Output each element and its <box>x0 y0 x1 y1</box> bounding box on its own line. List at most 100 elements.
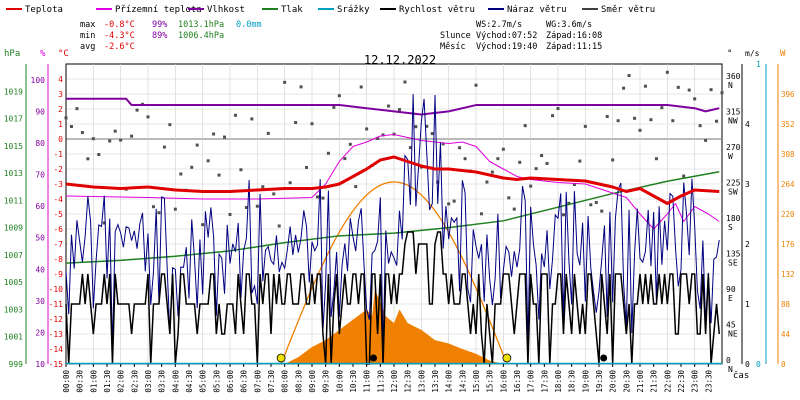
wind-direction-point <box>403 80 407 84</box>
moonset-marker <box>370 354 377 362</box>
tick-label-pressure: 1007 <box>4 251 23 260</box>
tick-label-solar: 132 <box>781 270 795 279</box>
unit-degc: °C <box>58 49 69 59</box>
tick-label-temperature: -12 <box>49 315 64 324</box>
tick-label-wind-dir-compass: N <box>728 365 733 374</box>
wind-direction-point <box>572 183 576 187</box>
tick-label-temperature: -4 <box>53 195 63 204</box>
wind-direction-point <box>654 157 658 161</box>
wind-direction-point <box>611 158 615 162</box>
tick-label-precip: 1 <box>756 60 761 69</box>
wind-direction-point <box>425 124 429 128</box>
wind-direction-point <box>119 138 123 142</box>
tick-label-pressure: 1001 <box>4 333 23 342</box>
x-tick-label: 03:30 <box>158 370 167 393</box>
x-tick-label: 15:00 <box>472 370 481 393</box>
tick-label-pressure: 1013 <box>4 169 23 178</box>
wind-direction-point <box>108 139 112 143</box>
x-tick-label: 15:30 <box>486 370 495 393</box>
tick-label-temperature: -1 <box>53 150 63 159</box>
wind-direction-point <box>376 136 380 140</box>
x-tick-label: 05:00 <box>199 370 208 393</box>
grid <box>65 63 723 365</box>
x-tick-label: 12:00 <box>390 370 399 393</box>
wind-direction-point <box>583 124 587 128</box>
wind-direction-point <box>540 154 544 158</box>
wind-direction-point <box>223 135 227 139</box>
tick-label-solar: 396 <box>781 90 795 99</box>
legend-label-naraz-vetru: Náraz větru <box>507 5 567 15</box>
tick-label-wind-dir: 315 <box>726 107 741 116</box>
wind-direction-point <box>162 145 166 149</box>
x-tick-label: 01:00 <box>89 370 98 393</box>
stats-max-hum: 99% <box>152 20 167 30</box>
tick-label-wind-dir-compass: S <box>728 223 733 232</box>
unit-deg: ° <box>727 49 732 59</box>
tick-label-temperature: -13 <box>49 330 64 339</box>
wind-direction-point <box>283 80 287 84</box>
wind-direction-point <box>534 167 538 171</box>
tick-label-solar: 176 <box>781 240 795 249</box>
tick-label-temperature: 2 <box>58 105 63 114</box>
x-tick-label: 11:30 <box>376 370 385 393</box>
stats-min-temp: -4.3°C <box>104 31 135 41</box>
wind-direction-point <box>272 192 276 196</box>
wind-direction-point <box>452 199 456 203</box>
tick-label-humidity: 80 <box>35 139 45 148</box>
tick-label-pressure: 999 <box>9 360 24 369</box>
x-tick-label: 07:30 <box>267 370 276 393</box>
tick-label-humidity: 10 <box>35 360 45 369</box>
tick-label-temperature: -10 <box>49 285 64 294</box>
wind-direction-point <box>682 174 686 178</box>
tick-label-temperature: -3 <box>53 180 63 189</box>
wind-ws: WS:2.7m/s <box>476 20 522 30</box>
tick-label-temperature: -11 <box>49 300 64 309</box>
wind-direction-point <box>408 146 412 150</box>
wind-direction-point <box>430 132 434 136</box>
wind-direction-point <box>80 131 84 135</box>
ground-temperature-line <box>65 134 720 230</box>
wind-direction-point <box>151 205 155 209</box>
tick-label-wind-dir-compass: SW <box>728 187 738 196</box>
tick-label-humidity: 60 <box>35 202 45 211</box>
wind-direction-point <box>649 118 653 122</box>
x-tick-label: 23:30 <box>704 370 713 393</box>
wind-direction-point <box>233 113 237 117</box>
wind-direction-point <box>551 114 555 118</box>
wind-direction-point <box>354 185 358 189</box>
x-tick-label: 06:30 <box>240 370 249 393</box>
wind-direction-point <box>381 133 385 137</box>
x-axis-label: čas <box>733 370 749 381</box>
wind-direction-point <box>250 117 254 121</box>
legend-label-prizemni-teplota: Přízemní teplota <box>115 5 202 15</box>
x-tick-label: 01:30 <box>103 370 112 393</box>
wind-direction-point <box>332 105 336 109</box>
tick-label-temperature: 3 <box>58 90 63 99</box>
x-tick-label: 22:30 <box>677 370 686 393</box>
wind-direction-point <box>567 201 571 205</box>
tick-label-wind-dir-compass: W <box>728 152 733 161</box>
stats-avg-label: avg <box>80 42 95 52</box>
astro-block: WS:2.7m/s WG:3.6m/s Slunce Východ:07:52 … <box>440 20 602 52</box>
stats-block: max -0.8°C 99% 1013.1hPa 0.0mm min -4.3°… <box>80 20 262 52</box>
solar-measured-area <box>284 289 504 364</box>
wind-direction-point <box>86 157 90 161</box>
wind-direction-point <box>173 207 177 211</box>
unit-wm2: W <box>780 49 786 59</box>
tick-label-wind-dir-compass: NE <box>728 329 738 338</box>
moonset: Západ:11:15 <box>546 42 602 52</box>
wind-direction-point <box>441 142 445 146</box>
wind-direction-point <box>523 124 527 128</box>
wind-direction-point <box>310 122 314 126</box>
x-axis: 00:00 00:30 01:00 01:30 02:00 02:30 03:00 03:30… <box>62 364 713 393</box>
wind-direction-point <box>643 84 647 88</box>
wind-direction-point <box>359 85 363 89</box>
tick-label-solar: 308 <box>781 150 795 159</box>
tick-label-solar: 88 <box>781 300 791 309</box>
x-tick-label: 19:00 <box>581 370 590 393</box>
wind-direction-point <box>561 213 565 217</box>
x-tick-label: 04:00 <box>171 370 180 393</box>
wind-gust-line <box>65 93 720 350</box>
tick-label-wind-dir: 90 <box>726 285 736 294</box>
